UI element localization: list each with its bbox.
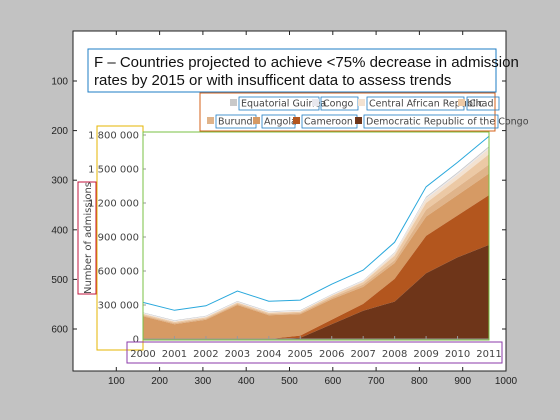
outer-y-tick-label: 100 <box>51 77 68 88</box>
plot-region-box <box>142 131 490 341</box>
inner-y-tick-label: 1 800 000 <box>88 131 139 142</box>
y-axis-label: Number of admissions <box>77 181 97 295</box>
legend-swatch-central-african-republic <box>358 99 365 106</box>
title-box <box>87 48 497 93</box>
inner-x-axis: 2000 2001 2002 2003 2004 2005 2006 2007 2008 2009… <box>126 336 503 364</box>
outer-y-tick-label: 400 <box>51 225 68 236</box>
outer-x-tick-label: 1000 <box>495 376 518 387</box>
outer-y-tick-label: 500 <box>51 275 68 286</box>
outer-y-tick-label: 200 <box>51 126 68 137</box>
legend-label-democratic-republic-of-the-congo: Democratic Republic of the Congo <box>366 117 529 128</box>
outer-x-tick-label: 500 <box>281 376 298 387</box>
outer-y-tick-label: 600 <box>51 325 68 336</box>
legend-label-congo: Congo <box>323 99 353 110</box>
plot-area: 0 300 000 600 000 900 000 1 200 000 1 500 000… <box>88 125 503 364</box>
legend-label-central-african-republic: Central African Republic <box>369 99 483 110</box>
inner-x-tick-label: 2008 <box>382 349 407 360</box>
legend-label-burundi: Burundi <box>218 117 255 128</box>
legend-box <box>199 92 496 132</box>
inner-y-tick-label: 300 000 <box>98 301 139 312</box>
outer-x-tick-label: 800 <box>411 376 428 387</box>
outer-x-tick-label: 100 <box>108 376 125 387</box>
inner-y-tick-label: 1 200 000 <box>88 199 139 210</box>
inner-x-tick-label: 2001 <box>162 349 187 360</box>
title-line-2: rates by 2015 or with insufficent data t… <box>94 72 451 89</box>
inner-x-tick-label: 2000 <box>130 349 155 360</box>
outer-x-tick-label: 400 <box>238 376 255 387</box>
x-tick-box <box>126 341 503 364</box>
outer-x-tick-label: 300 <box>195 376 212 387</box>
inner-y-tick-label: 600 000 <box>98 267 139 278</box>
chart-title: F – Countries projected to achieve <75% … <box>87 48 519 93</box>
inner-y-tick-label: 0 <box>133 335 139 346</box>
inner-x-tick-label: 2005 <box>288 349 313 360</box>
inner-x-tick-label: 2006 <box>319 349 344 360</box>
inner-x-tick-label: 2011 <box>476 349 501 360</box>
total-outline <box>142 135 490 311</box>
legend-swatch-equatorial-guinea <box>230 99 237 106</box>
title-line-1: F – Countries projected to achieve <75% … <box>94 54 519 71</box>
outer-x-tick-label: 200 <box>151 376 168 387</box>
inner-y-tick-label: 900 000 <box>98 233 139 244</box>
inner-x-tick-label: 2002 <box>193 349 218 360</box>
legend-label-chad: Chad <box>469 99 494 110</box>
legend-swatch-cameroon <box>293 117 300 124</box>
area-cameroon <box>143 195 489 339</box>
stacked-areas <box>143 146 489 339</box>
legend-swatch-congo <box>312 99 319 106</box>
inner-x-tick-label: 2010 <box>445 349 470 360</box>
area-democratic-republic-of-the-congo <box>143 244 489 339</box>
inner-x-tick-label: 2009 <box>413 349 438 360</box>
legend-label-cameroon: Cameroon <box>304 117 353 128</box>
legend-label-angola: Angola <box>264 117 297 128</box>
legend-swatch-democratic-republic-of-the-congo <box>355 117 362 124</box>
inner-x-tick-label: 2004 <box>256 349 281 360</box>
legend-entry-box <box>363 114 499 129</box>
inner-y-tick-label: 1 500 000 <box>88 165 139 176</box>
y-label-box <box>77 181 97 295</box>
legend-label-equatorial-guinea: Equatorial Guinea <box>241 99 326 110</box>
y-axis-title: Number of admissions <box>83 182 94 294</box>
legend-entry-box <box>466 96 500 111</box>
outer-axes-ticks: 100 200 300 400 500 600 700 800 900 1000100200300… <box>51 31 518 387</box>
legend-swatch-chad <box>458 99 465 106</box>
outer-x-tick-label: 600 <box>324 376 341 387</box>
inner-x-tick-label: 2007 <box>350 349 375 360</box>
outer-x-tick-label: 900 <box>454 376 471 387</box>
inner-x-tick-label: 2003 <box>225 349 250 360</box>
outer-x-tick-label: 700 <box>368 376 385 387</box>
outer-y-tick-label: 300 <box>51 176 68 187</box>
legend-swatch-angola <box>253 117 260 124</box>
legend-swatch-burundi <box>207 117 214 124</box>
